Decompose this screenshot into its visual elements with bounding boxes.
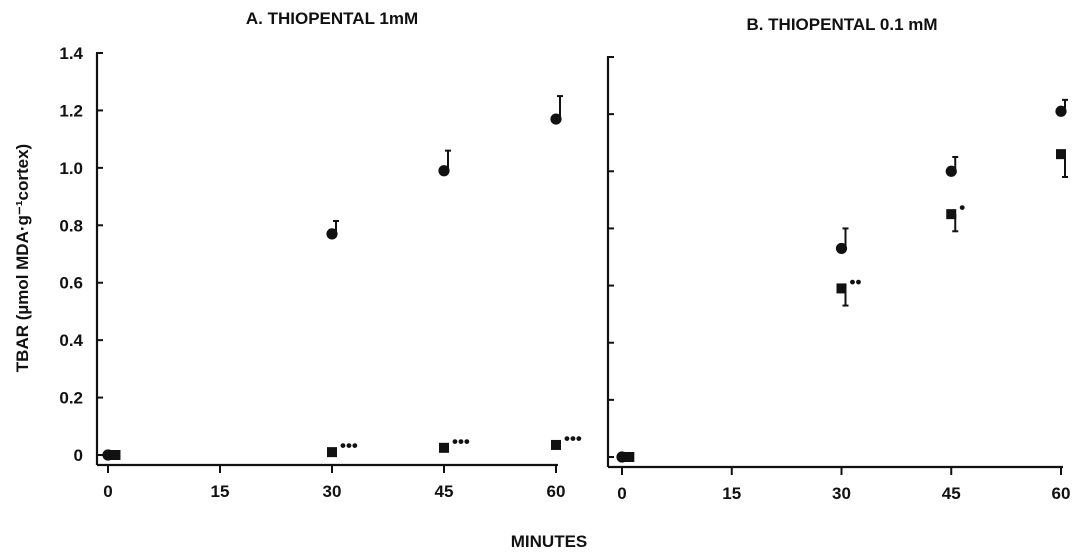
chart-a-point-circle (550, 113, 562, 125)
chart-a-y-tick-label: 0 (74, 446, 83, 465)
chart-a-x-tick-label: 15 (211, 482, 230, 501)
chart-a-y-tick-label: 0.2 (59, 389, 83, 408)
chart-a-point-square (439, 442, 449, 453)
chart-b-point-circle (1055, 105, 1067, 117)
chart-a-significance-label: ••• (452, 432, 470, 451)
chart-b-point-circle (945, 165, 957, 177)
chart-a-significance-label: ••• (340, 436, 358, 455)
chart-a-significance-label: ••• (564, 429, 582, 448)
chart-a-x-tick-label: 45 (435, 482, 454, 501)
chart-b-x-tick-label: 15 (722, 484, 741, 503)
chart-b-point-square (946, 209, 957, 220)
chart-a-y-tick-label: 1.0 (59, 159, 83, 178)
chart-a-y-tick-label: 0.8 (59, 216, 83, 235)
chart-b-x-tick-label: 45 (942, 484, 961, 503)
chart-b-significance-label: • (959, 198, 965, 217)
chart-a-y-tick-label: 0.6 (59, 274, 83, 293)
chart-a-point-square (551, 439, 561, 450)
chart-a-point-circle (326, 228, 338, 240)
chart-a-point-circle (438, 165, 450, 177)
chart-b-point-circle (835, 242, 848, 255)
chart-a-y-tick-label: 1.2 (59, 101, 83, 120)
chart-a-title: A. THIOPENTAL 1mM (246, 9, 418, 28)
chart-b-significance-label: •• (850, 272, 862, 291)
chart-b-x-tick-label: 0 (617, 484, 626, 503)
y-axis-label: TBAR (µmol MDA·g⁻¹cortex) (13, 144, 32, 372)
x-axis-label: MINUTES (511, 532, 588, 551)
chart-a-y-tick-label: 1.4 (59, 44, 83, 63)
chart-a-point-square (110, 450, 121, 460)
chart-a-point-square (327, 447, 337, 458)
chart-b-x-tick-label: 60 (1052, 484, 1071, 503)
chart-b-x-tick-label: 30 (832, 484, 851, 503)
chart-b-plot: 0 15 30 45 60••• (606, 56, 1071, 503)
chart-b-title: B. THIOPENTAL 0.1 mM (746, 15, 937, 34)
chart-a-x-tick-label: 30 (323, 482, 342, 501)
chart-b-point-square (836, 283, 847, 294)
chart-a-x-tick-label: 0 (103, 482, 112, 501)
chart-b-point-square (1056, 149, 1066, 160)
chart-a-y-tick-label: 0.4 (59, 331, 83, 350)
chart-a-plot: 0 0.2 0.4 0.6 0.8 1.0 1.2 1.4 0 15 30 45 60 ••• ••• ••• (59, 44, 582, 501)
chart-b-point-square (624, 452, 635, 462)
chart-a-x-tick-label: 60 (547, 482, 566, 501)
